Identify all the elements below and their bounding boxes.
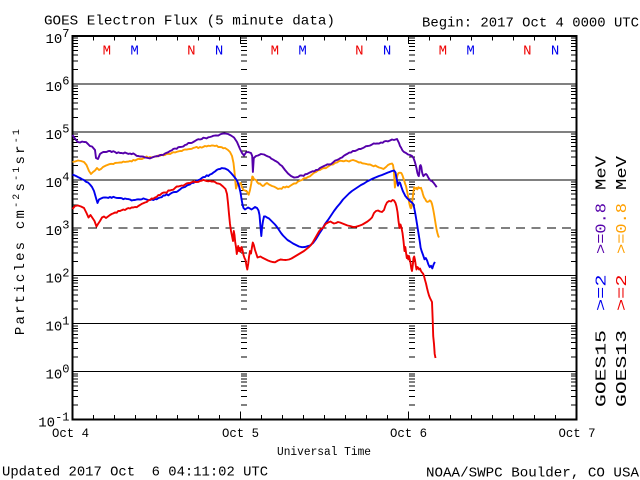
svg-text:M: M (130, 44, 138, 60)
svg-text:Oct 4: Oct 4 (52, 427, 89, 441)
svg-text:N: N (215, 44, 223, 60)
svg-text:Oct 5: Oct 5 (222, 427, 259, 441)
svg-text:>=2: >=2 (614, 275, 631, 312)
svg-text:N: N (187, 44, 195, 60)
svg-text:Oct 6: Oct 6 (390, 427, 427, 441)
svg-text:>=2: >=2 (594, 275, 611, 312)
svg-text:M: M (103, 44, 111, 60)
svg-text:105: 105 (45, 123, 69, 144)
svg-text:Updated 2017 Oct 6 04:11:02 U: Updated 2017 Oct 6 04:11:02 UTC (2, 465, 268, 480)
svg-text:M: M (271, 44, 279, 60)
svg-text:GOES15: GOES15 (594, 330, 611, 407)
svg-text:Oct 7: Oct 7 (559, 427, 596, 441)
svg-text:101: 101 (45, 314, 69, 335)
svg-text:NOAA/SWPC Boulder, CO USA: NOAA/SWPC Boulder, CO USA (426, 466, 640, 480)
svg-text:M: M (466, 44, 474, 60)
svg-text:Particles cm-2s-1sr-1: Particles cm-2s-1sr-1 (12, 127, 29, 335)
svg-text:N: N (355, 44, 363, 60)
svg-text:106: 106 (45, 75, 69, 96)
svg-text:N: N (523, 44, 531, 60)
svg-text:10-1: 10-1 (38, 410, 69, 431)
svg-text:M: M (439, 44, 447, 60)
svg-text:100: 100 (45, 362, 69, 383)
svg-text:N: N (383, 44, 391, 60)
svg-text:102: 102 (45, 267, 69, 288)
svg-text:104: 104 (45, 171, 69, 192)
svg-text:Begin: 2017 Oct 4 0000 UTC: Begin: 2017 Oct 4 0000 UTC (422, 16, 639, 32)
svg-text:Universal Time: Universal Time (277, 446, 371, 459)
svg-text:MeV: MeV (614, 156, 631, 190)
svg-text:GOES13: GOES13 (614, 330, 631, 407)
svg-text:M: M (298, 44, 306, 60)
svg-text:107: 107 (45, 27, 69, 48)
svg-text:N: N (551, 44, 559, 60)
svg-text:GOES Electron Flux (5 minute d: GOES Electron Flux (5 minute data) (44, 14, 335, 30)
svg-text:103: 103 (45, 219, 69, 240)
svg-text:MeV: MeV (594, 156, 611, 190)
svg-text:>=0.8: >=0.8 (594, 203, 611, 254)
svg-text:>=0.8: >=0.8 (614, 203, 631, 254)
